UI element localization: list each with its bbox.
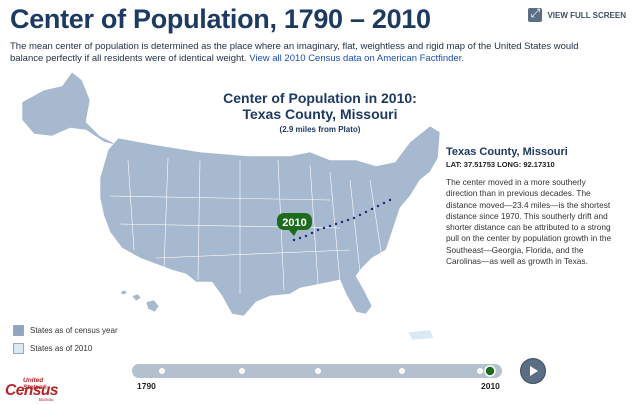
fullscreen-icon xyxy=(528,6,543,22)
state-hawaii xyxy=(119,289,160,313)
timeline-handle[interactable] xyxy=(484,365,496,377)
population-center-path xyxy=(292,198,392,242)
info-place: Texas County, Missouri xyxy=(446,146,568,158)
timeline-start-label: 1790 xyxy=(137,381,156,391)
legend-label: States as of 2010 xyxy=(30,344,93,353)
legend-item: States as of census year xyxy=(13,325,118,336)
timeline-tick[interactable] xyxy=(159,368,165,374)
logo-line2: Census xyxy=(5,382,59,399)
timeline-tick[interactable] xyxy=(477,368,483,374)
factfinder-link[interactable]: View all 2010 Census data on American Fa… xyxy=(249,53,464,64)
marker-label: 2010 xyxy=(282,217,306,229)
map-subheading: (2.9 miles from Plato) xyxy=(279,125,361,134)
us-map: 2010 xyxy=(21,71,441,341)
state-continental-us xyxy=(99,125,441,317)
info-description: The center moved in a more southerly dir… xyxy=(446,177,612,267)
legend-item: States as of 2010 xyxy=(13,343,118,354)
intro-paragraph: The mean center of population is determi… xyxy=(10,41,610,65)
logo-line3: Bureau xyxy=(39,397,54,402)
page-title: Center of Population, 1790 – 2010 xyxy=(10,4,431,34)
timeline-tick[interactable] xyxy=(239,368,245,374)
census-bureau-logo: United States® Census Bureau xyxy=(5,377,65,402)
state-alaska xyxy=(21,71,121,147)
intro-text: The mean center of population is determi… xyxy=(10,41,579,64)
legend-swatch-census-year xyxy=(13,325,24,336)
map-heading: Center of Population in 2010: Texas Coun… xyxy=(190,90,450,134)
legend-swatch-2010 xyxy=(13,343,24,354)
legend: States as of census year States as of 20… xyxy=(13,325,118,361)
territory-puerto-rico xyxy=(407,329,435,341)
legend-label: States as of census year xyxy=(30,326,118,335)
info-panel: Texas County, Missouri LAT: 37.51753 LON… xyxy=(446,146,614,267)
timeline-ticks xyxy=(159,365,496,377)
marker-2010[interactable]: 2010 xyxy=(277,213,312,236)
view-full-screen-button[interactable]: VIEW FULL SCREEN xyxy=(528,6,626,22)
timeline-tick[interactable] xyxy=(315,368,321,374)
timeline-end-label: 2010 xyxy=(481,381,500,391)
map-heading-line2: Texas County, Missouri xyxy=(242,106,398,122)
timeline-tick[interactable] xyxy=(399,368,405,374)
view-full-screen-label: VIEW FULL SCREEN xyxy=(547,10,626,20)
play-button[interactable] xyxy=(520,358,546,384)
timeline-track[interactable] xyxy=(132,364,502,378)
info-coords: LAT: 37.51753 LONG: 92.17310 xyxy=(446,160,555,169)
map-heading-line1: Center of Population in 2010: xyxy=(223,90,417,106)
logo-line1: United States® xyxy=(23,377,48,391)
